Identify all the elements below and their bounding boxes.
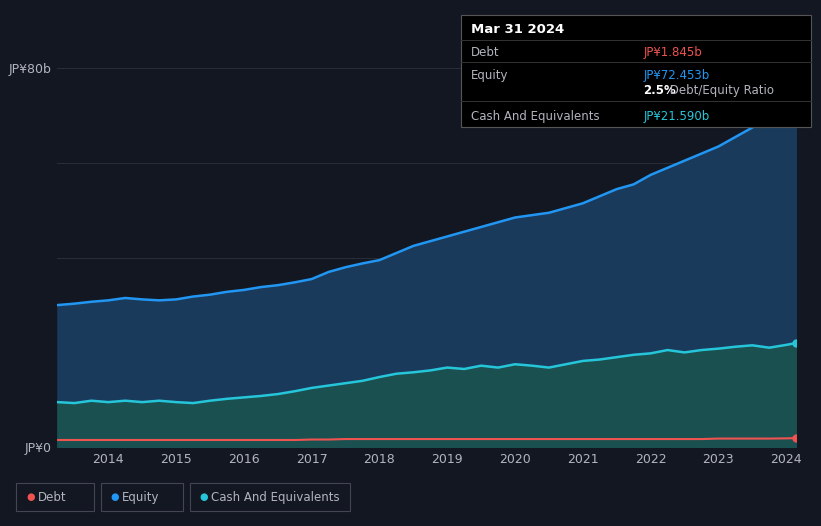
Text: Cash And Equivalents: Cash And Equivalents [211,491,340,503]
Text: Equity: Equity [122,491,160,503]
Text: 2.5%: 2.5% [644,84,676,97]
Text: ●: ● [111,492,119,502]
Text: Cash And Equivalents: Cash And Equivalents [471,110,600,123]
Text: JP¥72.453b: JP¥72.453b [644,69,709,82]
Text: Debt: Debt [38,491,67,503]
Text: ●: ● [200,492,208,502]
Text: Equity: Equity [471,69,509,82]
Text: Debt/Equity Ratio: Debt/Equity Ratio [667,84,774,97]
Text: JP¥21.590b: JP¥21.590b [644,110,709,123]
Text: ●: ● [26,492,34,502]
Text: Debt: Debt [471,46,500,59]
Text: Mar 31 2024: Mar 31 2024 [471,23,565,36]
Text: JP¥1.845b: JP¥1.845b [644,46,702,59]
